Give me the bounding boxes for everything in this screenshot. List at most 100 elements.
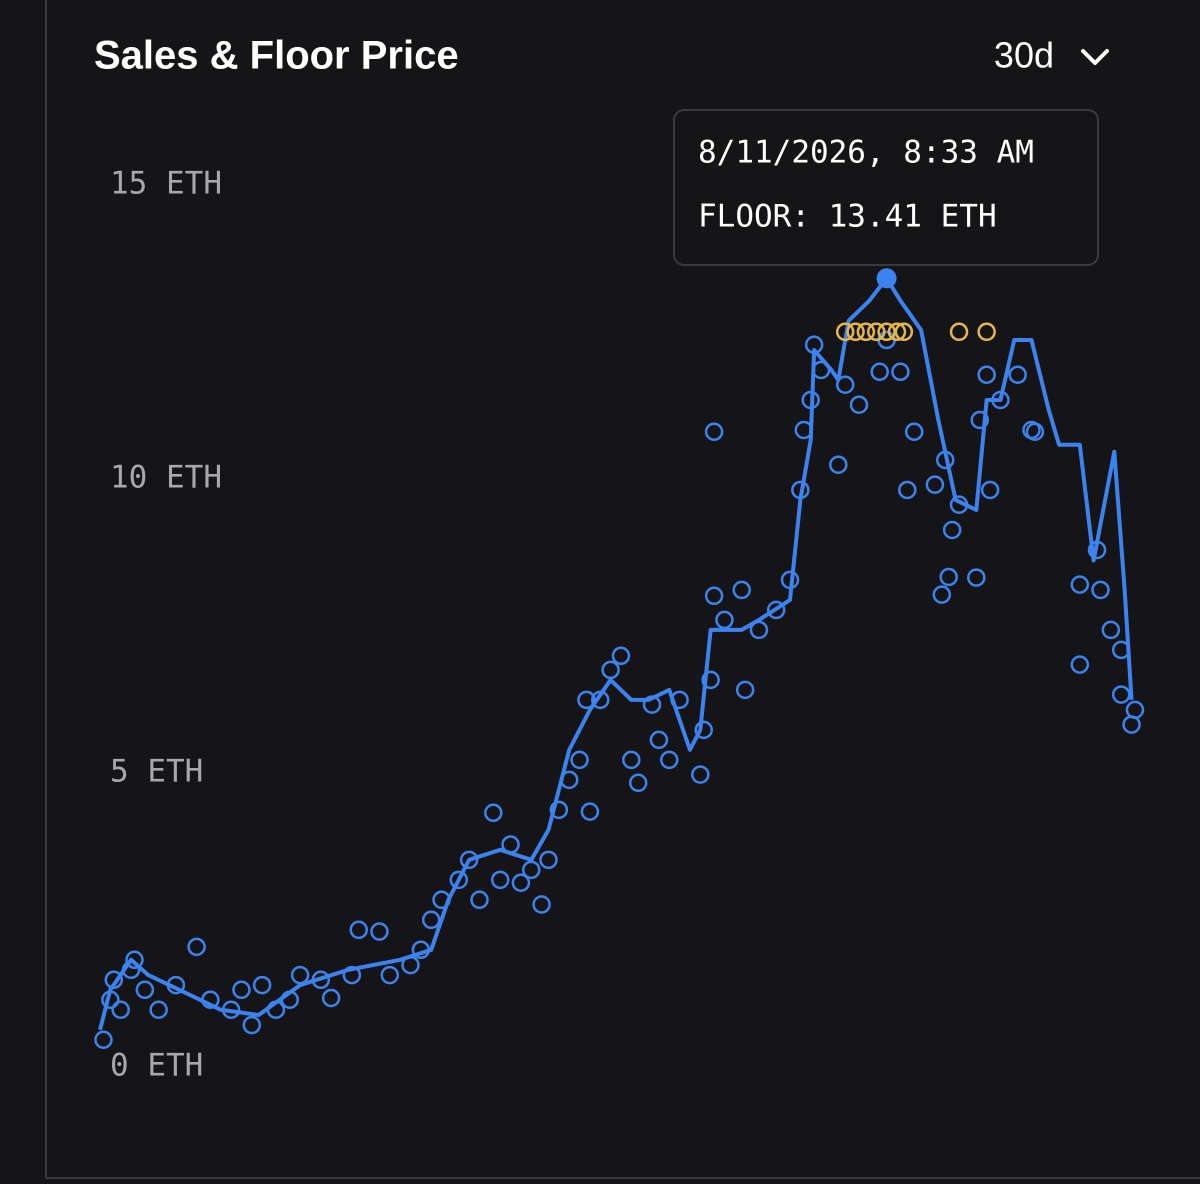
- sale-point: [539, 850, 558, 870]
- sale-point: [149, 1000, 168, 1020]
- sale-point: [715, 610, 734, 630]
- sale-point: [104, 970, 124, 990]
- sale-point: [484, 803, 503, 823]
- sale-point: [704, 586, 724, 606]
- sale-point: [894, 322, 914, 342]
- sale-point: [280, 990, 299, 1010]
- sale-point: [649, 730, 669, 750]
- sale-point: [611, 646, 631, 666]
- sale-point: [970, 410, 989, 430]
- chevron-icon[interactable]: [1081, 49, 1109, 65]
- sale-point: [791, 480, 810, 500]
- floor-line: [98, 276, 1134, 1031]
- sale-point: [380, 965, 400, 985]
- sale-point: [660, 750, 679, 770]
- sale-point: [1070, 655, 1090, 674]
- sale-point: [732, 580, 751, 600]
- sale-point: [891, 362, 910, 382]
- sale-point: [601, 660, 620, 680]
- y-tick-label: 10 ETH: [110, 459, 222, 495]
- sale-point: [321, 988, 341, 1008]
- sale-point: [459, 850, 479, 870]
- sale-point: [1025, 422, 1045, 442]
- sale-point: [1091, 580, 1110, 600]
- sale-point: [432, 890, 451, 910]
- sale-point: [266, 1000, 286, 1020]
- sale-point: [835, 322, 855, 342]
- sale-point: [898, 480, 917, 500]
- range-label[interactable]: 30d: [994, 35, 1054, 76]
- sale-point: [94, 1030, 113, 1050]
- sale-point: [135, 980, 155, 1000]
- sale-point: [591, 690, 610, 710]
- y-tick-label: 15 ETH: [110, 165, 222, 201]
- sale-point: [749, 620, 769, 640]
- sale-point: [522, 860, 541, 880]
- sale-point: [577, 690, 596, 710]
- sale-point: [166, 975, 186, 995]
- sale-point: [311, 970, 331, 990]
- sale-point: [949, 322, 969, 342]
- sale-point: [242, 1015, 262, 1035]
- sale-point: [187, 937, 206, 957]
- plot-area: 0 ETH 5 ETH 10 ETH 15 ETH: [94, 165, 1145, 1083]
- sale-point: [849, 395, 869, 414]
- sale-point: [942, 520, 962, 540]
- sale-point: [1125, 700, 1145, 720]
- sale-point: [794, 420, 814, 440]
- sale-point: [449, 870, 469, 890]
- sale-point: [221, 1000, 241, 1020]
- sale-point: [421, 910, 441, 930]
- sale-point: [701, 670, 720, 690]
- sale-point: [570, 750, 589, 770]
- sale-point: [949, 495, 969, 514]
- sale-point: [846, 322, 865, 342]
- sale-point: [628, 773, 648, 793]
- sale-point: [735, 680, 755, 700]
- sale-point: [121, 960, 141, 980]
- sale-point: [490, 870, 510, 890]
- sale-point: [766, 600, 786, 620]
- range-dropdown[interactable]: 30d: [994, 35, 1109, 76]
- sale-point: [532, 895, 551, 914]
- sale-point: [829, 455, 848, 474]
- sale-point: [1008, 365, 1027, 384]
- sale-point: [349, 920, 368, 940]
- highlight-point: [876, 268, 897, 289]
- sale-point: [111, 1000, 130, 1020]
- sale-point: [977, 365, 996, 384]
- sale-point: [252, 975, 272, 995]
- sale-point: [642, 695, 662, 714]
- sale-point: [904, 422, 924, 442]
- sale-point: [804, 335, 824, 354]
- y-tick-label: 5 ETH: [110, 753, 203, 789]
- sale-point: [342, 965, 362, 985]
- sale-point: [1111, 685, 1131, 704]
- sale-point: [125, 950, 144, 970]
- tooltip-date: 8/11/2026, 8:33 AM: [698, 135, 1034, 171]
- sale-point: [370, 922, 389, 941]
- sale-point: [694, 720, 713, 740]
- sale-point: [401, 955, 420, 975]
- sale-point: [887, 322, 907, 342]
- sale-point: [704, 422, 724, 442]
- chart-title: Sales & Floor Price: [94, 34, 459, 78]
- sale-point: [811, 360, 831, 380]
- sale-point: [967, 568, 986, 587]
- sale-point: [232, 980, 251, 1000]
- sale-point: [856, 322, 876, 342]
- tooltip: 8/11/2026, 8:33 AM FLOOR: 13.41 ETH: [673, 109, 1099, 266]
- sale-point: [1111, 640, 1131, 660]
- tooltip-value: FLOOR: 13.41 ETH: [698, 199, 997, 235]
- sale-point: [1087, 540, 1107, 560]
- sale-point: [691, 765, 710, 784]
- sale-point: [549, 800, 569, 820]
- sale-point: [559, 770, 579, 790]
- sale-point: [101, 990, 120, 1010]
- tooltip-box: [673, 109, 1099, 266]
- sale-point: [977, 322, 996, 342]
- y-tick-label: 0 ETH: [110, 1047, 203, 1083]
- sale-point: [670, 690, 689, 710]
- sale-point: [936, 450, 955, 470]
